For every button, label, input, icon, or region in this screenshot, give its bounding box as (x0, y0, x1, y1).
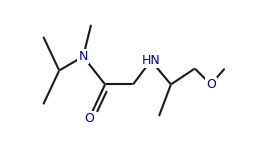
Text: O: O (206, 78, 216, 91)
Text: N: N (78, 50, 88, 63)
Text: O: O (84, 112, 94, 125)
Text: HN: HN (142, 54, 160, 67)
